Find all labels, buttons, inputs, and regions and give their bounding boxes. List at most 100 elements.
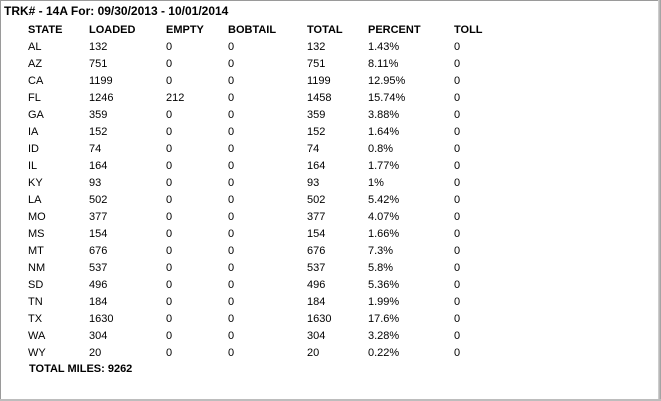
cell-empty: 0 [166,57,173,70]
cell-toll: 0 [454,142,461,155]
cell-percent: 0.22% [368,346,400,359]
cell-bobtail: 0 [228,125,235,138]
cell-percent: 0.8% [368,142,394,155]
cell-state: SD [28,278,44,291]
cell-loaded: 154 [89,227,108,240]
table-row: IL 164 0 0 164 1.77% 0 [25,157,494,174]
cell-bobtail: 0 [228,40,235,53]
cell-percent: 5.36% [368,278,400,291]
cell-percent: 5.42% [368,193,400,206]
table-row: MS 154 0 0 154 1.66% 0 [25,225,494,242]
cell-empty: 0 [166,125,173,138]
cell-empty: 0 [166,261,173,274]
table-row: LA 502 0 0 502 5.42% 0 [25,191,494,208]
cell-loaded: 1246 [89,91,114,104]
cell-toll: 0 [454,346,461,359]
cell-empty: 0 [166,74,173,87]
cell-state: IA [28,125,39,138]
cell-toll: 0 [454,278,461,291]
cell-percent: 4.07% [368,210,400,223]
cell-total: 154 [307,227,326,240]
total-miles: TOTAL MILES: 9262 [29,363,133,375]
cell-percent: 1% [368,176,384,189]
cell-bobtail: 0 [228,227,235,240]
cell-total: 132 [307,40,326,53]
cell-toll: 0 [454,193,461,206]
cell-bobtail: 0 [228,244,235,257]
table-row: WY 20 0 0 20 0.22% 0 [25,344,494,361]
column-header-total: TOTAL [307,23,343,36]
cell-toll: 0 [454,74,461,87]
cell-percent: 1.64% [368,125,400,138]
cell-total: 537 [307,261,326,274]
table-row: ID 74 0 0 74 0.8% 0 [25,140,494,157]
cell-state: MT [28,244,44,257]
cell-loaded: 751 [89,57,108,70]
cell-total: 152 [307,125,326,138]
table-row: MO 377 0 0 377 4.07% 0 [25,208,494,225]
table-header-row: STATE LOADED EMPTY BOBTAIL TOTAL PERCENT… [25,21,494,38]
cell-total: 184 [307,295,326,308]
cell-total: 20 [307,346,320,359]
cell-toll: 0 [454,40,461,53]
cell-state: MO [28,210,46,223]
cell-bobtail: 0 [228,329,235,342]
cell-bobtail: 0 [228,108,235,121]
cell-empty: 0 [166,312,173,325]
window-border-right [658,0,661,401]
cell-total: 496 [307,278,326,291]
cell-state: AL [28,40,42,53]
cell-toll: 0 [454,227,461,240]
cell-toll: 0 [454,244,461,257]
cell-state: ID [28,142,39,155]
cell-percent: 1.66% [368,227,400,240]
cell-toll: 0 [454,57,461,70]
column-header-empty: EMPTY [166,23,204,36]
cell-loaded: 74 [89,142,102,155]
table-row: SD 496 0 0 496 5.36% 0 [25,276,494,293]
cell-state: LA [28,193,42,206]
report-title: TRK# - 14A For: 09/30/2013 - 10/01/2014 [4,4,229,18]
cell-empty: 0 [166,346,173,359]
table-row: NM 537 0 0 537 5.8% 0 [25,259,494,276]
cell-state: FL [28,91,41,104]
cell-bobtail: 0 [228,261,235,274]
cell-bobtail: 0 [228,312,235,325]
cell-toll: 0 [454,210,461,223]
cell-loaded: 132 [89,40,108,53]
table-body: AL 132 0 0 132 1.43% 0 AZ 751 0 0 751 8.11% 0 CA 1199 0 0… [25,38,494,361]
table-row: AZ 751 0 0 751 8.11% 0 [25,55,494,72]
cell-state: MS [28,227,45,240]
cell-loaded: 184 [89,295,108,308]
table-row: KY 93 0 0 93 1% 0 [25,174,494,191]
cell-total: 304 [307,329,326,342]
cell-state: KY [28,176,43,189]
cell-toll: 0 [454,91,461,104]
cell-state: AZ [28,57,43,70]
cell-loaded: 359 [89,108,108,121]
cell-toll: 0 [454,261,461,274]
cell-percent: 3.28% [368,329,400,342]
cell-percent: 8.11% [368,57,399,70]
table-row: MT 676 0 0 676 7.3% 0 [25,242,494,259]
cell-bobtail: 0 [228,278,235,291]
cell-state: WY [28,346,46,359]
cell-empty: 0 [166,244,173,257]
cell-loaded: 20 [89,346,102,359]
cell-percent: 3.88% [368,108,400,121]
cell-state: TN [28,295,43,308]
state-mileage-table: STATE LOADED EMPTY BOBTAIL TOTAL PERCENT… [25,21,494,361]
table-row: GA 359 0 0 359 3.88% 0 [25,106,494,123]
cell-percent: 17.6% [368,312,400,325]
cell-bobtail: 0 [228,159,235,172]
cell-total: 1630 [307,312,332,325]
cell-percent: 1.99% [368,295,400,308]
cell-empty: 0 [166,329,173,342]
cell-bobtail: 0 [228,142,235,155]
column-header-toll: TOLL [454,23,483,36]
table-row: WA 304 0 0 304 3.28% 0 [25,327,494,344]
table-row: CA 1199 0 0 1199 12.95% 0 [25,72,494,89]
cell-state: WA [28,329,46,342]
cell-total: 164 [307,159,326,172]
